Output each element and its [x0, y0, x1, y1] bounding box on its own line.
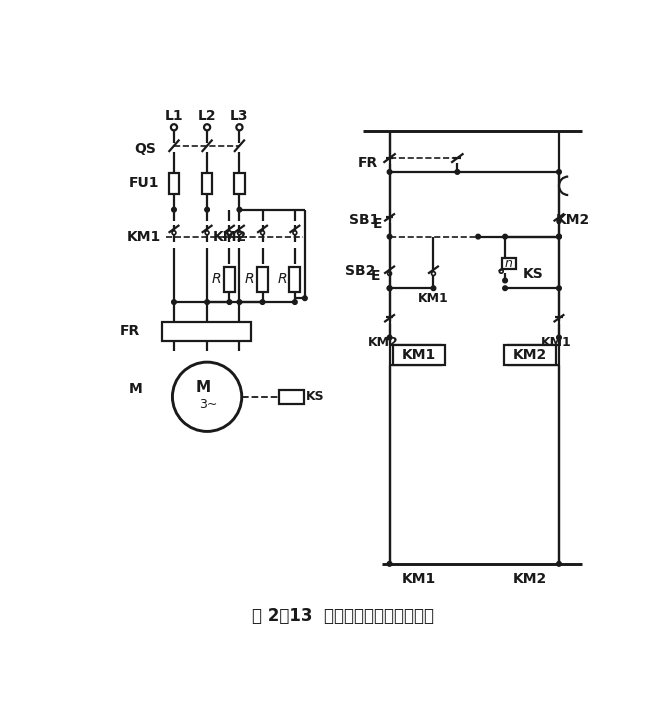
Circle shape: [557, 234, 561, 239]
Bar: [202, 173, 212, 194]
Circle shape: [387, 286, 392, 291]
Text: FU1: FU1: [129, 177, 159, 190]
Text: KM1: KM1: [402, 572, 436, 586]
Circle shape: [205, 300, 210, 305]
Circle shape: [260, 300, 265, 305]
Text: SB1: SB1: [349, 213, 379, 227]
Bar: [289, 267, 300, 292]
Text: 图 2－13  单向反接制动的控制线路: 图 2－13 单向反接制动的控制线路: [253, 607, 434, 625]
Circle shape: [557, 286, 561, 291]
Circle shape: [431, 286, 436, 291]
Bar: [169, 173, 180, 194]
Text: KS: KS: [523, 268, 544, 281]
Circle shape: [293, 300, 297, 305]
Circle shape: [387, 335, 392, 340]
Circle shape: [172, 300, 176, 305]
Circle shape: [557, 234, 561, 239]
Bar: [224, 267, 234, 292]
Text: KM2: KM2: [213, 230, 247, 244]
Circle shape: [502, 278, 507, 283]
Text: L1: L1: [165, 109, 184, 123]
Circle shape: [502, 286, 507, 291]
Circle shape: [387, 561, 392, 566]
Circle shape: [237, 207, 242, 212]
Circle shape: [227, 300, 232, 305]
Text: FR: FR: [120, 324, 140, 338]
Text: M: M: [129, 382, 142, 396]
Text: E: E: [371, 269, 381, 283]
Circle shape: [476, 234, 480, 239]
Text: FR: FR: [358, 156, 378, 170]
Text: E: E: [373, 217, 382, 230]
Text: KM1: KM1: [418, 292, 449, 305]
Circle shape: [387, 286, 392, 291]
Circle shape: [557, 335, 561, 340]
Text: SB2: SB2: [345, 263, 375, 278]
Circle shape: [172, 207, 176, 212]
Text: n: n: [505, 257, 513, 270]
Circle shape: [502, 234, 507, 239]
Bar: [162, 322, 251, 340]
Circle shape: [455, 169, 460, 174]
Text: QS: QS: [135, 142, 156, 156]
Circle shape: [387, 169, 392, 174]
Text: KM2: KM2: [513, 572, 547, 586]
Bar: [234, 173, 245, 194]
Circle shape: [303, 296, 307, 300]
Circle shape: [387, 234, 392, 239]
Text: KM1: KM1: [541, 336, 572, 349]
Circle shape: [557, 561, 561, 566]
Bar: [257, 267, 268, 292]
Bar: [279, 390, 304, 403]
Text: L3: L3: [230, 109, 249, 123]
Text: $R$: $R$: [277, 273, 287, 286]
Bar: [393, 345, 445, 365]
Text: $R$: $R$: [245, 273, 255, 286]
Text: KM1: KM1: [402, 348, 436, 362]
Circle shape: [237, 300, 242, 305]
Text: KM2: KM2: [555, 213, 590, 227]
Text: KS: KS: [306, 390, 324, 403]
Text: $R$: $R$: [211, 273, 222, 286]
Circle shape: [557, 169, 561, 174]
Text: 3~: 3~: [200, 398, 218, 411]
Text: KM2: KM2: [513, 348, 547, 362]
Bar: [502, 258, 516, 269]
Text: KM1: KM1: [127, 230, 161, 244]
Circle shape: [205, 207, 210, 212]
Text: L2: L2: [198, 109, 216, 123]
Bar: [504, 345, 556, 365]
Text: M: M: [196, 380, 211, 395]
Text: KM2: KM2: [368, 336, 399, 349]
